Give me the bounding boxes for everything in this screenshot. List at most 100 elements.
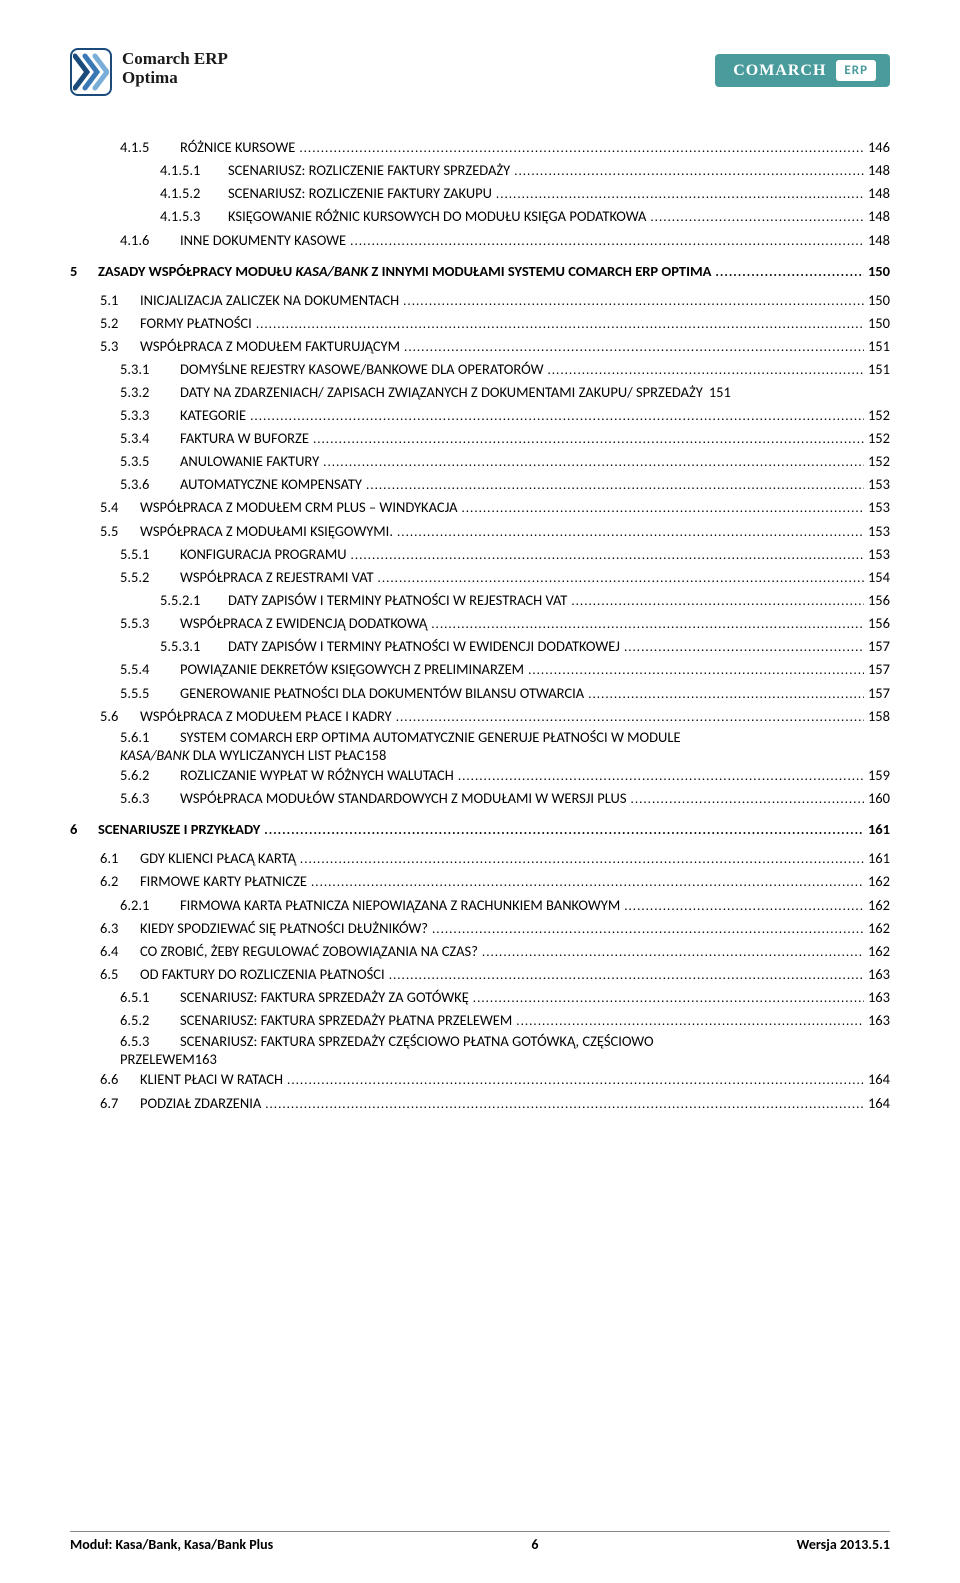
toc-number: 5.5.2.1: [160, 589, 228, 611]
toc-number: 6.2: [100, 870, 140, 892]
toc-entry[interactable]: 5.5.5GENEROWANIE PŁATNOŚCI DLA DOKUMENTÓ…: [120, 682, 890, 705]
toc-entry[interactable]: 6.2.1FIRMOWA KARTA PŁATNICZA NIEPOWIĄZAN…: [120, 894, 890, 917]
toc-page: 148: [868, 182, 890, 204]
toc-page: 162: [868, 870, 890, 892]
toc-entry[interactable]: 6.2FIRMOWE KARTY PŁATNICZE162: [100, 870, 890, 893]
toc-entry[interactable]: 5.4WSPÓŁPRACA Z MODUŁEM CRM PLUS – WINDY…: [100, 496, 890, 519]
toc-entry[interactable]: 5.6.2ROZLICZANIE WYPŁAT W RÓŻNYCH WALUTA…: [120, 764, 890, 787]
toc-label: ROZLICZANIE WYPŁAT W RÓŻNYCH WALUTACH: [180, 764, 454, 786]
toc-label: KATEGORIE: [180, 404, 246, 426]
toc-number: 5.2: [100, 312, 140, 334]
toc-entry[interactable]: 5.2FORMY PŁATNOŚCI150: [100, 312, 890, 335]
toc-dots: [715, 260, 864, 283]
toc-number: 6: [70, 818, 98, 840]
toc-number: 5.5.2: [120, 566, 180, 588]
toc-entry[interactable]: 4.1.5RÓŻNICE KURSOWE146: [120, 136, 890, 159]
toc-label: DATY ZAPISÓW I TERMINY PŁATNOŚCI W EWIDE…: [228, 635, 620, 657]
toc-entry[interactable]: 6SCENARIUSZE I PRZYKŁADY161: [70, 818, 890, 841]
toc-entry[interactable]: 5ZASADY WSPÓŁPRACY MODUŁU KASA/BANK Z IN…: [70, 260, 890, 283]
toc-entry[interactable]: 5.6WSPÓŁPRACA Z MODUŁEM PŁACE I KADRY158: [100, 705, 890, 728]
toc-dots: [624, 894, 864, 917]
toc-page: 164: [868, 1092, 890, 1114]
toc-number: 5.6.2: [120, 764, 180, 786]
toc-entry[interactable]: 6.4CO ZROBIĆ, ŻEBY REGULOWAĆ ZOBOWIĄZANI…: [100, 940, 890, 963]
toc-dots: [650, 205, 864, 228]
toc-entry[interactable]: 5.3.3KATEGORIE152: [120, 404, 890, 427]
toc-page: 162: [868, 894, 890, 916]
toc-page: 157: [868, 635, 890, 657]
toc-dots: [366, 473, 864, 496]
toc-number: 4.1.5.2: [160, 182, 228, 204]
toc-page: 150: [868, 312, 890, 334]
toc-label: FAKTURA W BUFORZE: [180, 427, 309, 449]
toc-dots: [311, 870, 864, 893]
toc-dots: [496, 182, 864, 205]
toc-label: PRZELEWEM: [120, 1050, 195, 1068]
toc-page: 163: [868, 963, 890, 985]
toc-label: FIRMOWA KARTA PŁATNICZA NIEPOWIĄZANA Z R…: [180, 894, 620, 916]
toc-number: 4.1.6: [120, 229, 180, 251]
toc-dots: [571, 589, 864, 612]
toc-entry[interactable]: 5.5.3WSPÓŁPRACA Z EWIDENCJĄ DODATKOWĄ156: [120, 612, 890, 635]
chevron-logo-icon: [70, 48, 112, 96]
toc-label: DATY ZAPISÓW I TERMINY PŁATNOŚCI W REJES…: [228, 589, 567, 611]
toc-page: 163: [868, 986, 890, 1008]
toc-entry[interactable]: 6.7PODZIAŁ ZDARZENIA164: [100, 1092, 890, 1115]
toc-entry[interactable]: 5.3.4FAKTURA W BUFORZE152: [120, 427, 890, 450]
footer: Moduł: Kasa/Bank, Kasa/Bank Plus 6 Wersj…: [70, 1531, 890, 1553]
toc-entry[interactable]: 5.5.3.1DATY ZAPISÓW I TERMINY PŁATNOŚCI …: [160, 635, 890, 658]
toc-entry[interactable]: 5.3WSPÓŁPRACA Z MODUŁEM FAKTURUJĄCYM151: [100, 335, 890, 358]
toc-entry[interactable]: 6.5.3SCENARIUSZ: FAKTURA SPRZEDAŻY CZĘŚC…: [120, 1032, 890, 1068]
toc-page: 146: [868, 136, 890, 158]
toc-number: 6.5.1: [120, 986, 180, 1008]
toc-entry[interactable]: 5.5.2WSPÓŁPRACA Z REJESTRAMI VAT154: [120, 566, 890, 589]
toc-entry[interactable]: 5.3.6AUTOMATYCZNE KOMPENSATY153: [120, 473, 890, 496]
toc-page: 148: [868, 229, 890, 251]
toc-label: WSPÓŁPRACA Z MODUŁEM FAKTURUJĄCYM: [140, 335, 400, 357]
toc-entry[interactable]: 6.5.2SCENARIUSZ: FAKTURA SPRZEDAŻY PŁATN…: [120, 1009, 890, 1032]
toc-page: 154: [868, 566, 890, 588]
toc-entry[interactable]: 6.3KIEDY SPODZIEWAĆ SIĘ PŁATNOŚCI DŁUŻNI…: [100, 917, 890, 940]
toc-number: 5.3.1: [120, 358, 180, 380]
toc-number: 6.5.3: [120, 1032, 180, 1050]
toc-entry[interactable]: 6.1GDY KLIENCI PŁACĄ KARTĄ161: [100, 847, 890, 870]
toc-page: 150: [868, 289, 890, 311]
toc-page: 162: [868, 917, 890, 939]
toc-page: 152: [868, 450, 890, 472]
toc-label: GENEROWANIE PŁATNOŚCI DLA DOKUMENTÓW BIL…: [180, 682, 584, 704]
toc-entry[interactable]: 5.5.1KONFIGURACJA PROGRAMU153: [120, 543, 890, 566]
brand-erp: ERP: [836, 60, 876, 81]
logo-text: Comarch ERP Optima: [122, 48, 228, 87]
toc-dots: [299, 136, 864, 159]
toc-entry[interactable]: 4.1.5.2SCENARIUSZ: ROZLICZENIE FAKTURY Z…: [160, 182, 890, 205]
toc-number: 5.5.1: [120, 543, 180, 565]
product-name-line2: Optima: [122, 69, 228, 88]
toc-label: KIEDY SPODZIEWAĆ SIĘ PŁATNOŚCI DŁUŻNIKÓW…: [140, 917, 428, 939]
toc-entry[interactable]: 6.5.1SCENARIUSZ: FAKTURA SPRZEDAŻY ZA GO…: [120, 986, 890, 1009]
toc-entry[interactable]: 5.6.1SYSTEM COMARCH ERP OPTIMA AUTOMATYC…: [120, 728, 890, 764]
toc-entry[interactable]: 5.3.1DOMYŚLNE REJESTRY KASOWE/BANKOWE DL…: [120, 358, 890, 381]
toc-entry[interactable]: 5.6.3WSPÓŁPRACA MODUŁÓW STANDARDOWYCH Z …: [120, 787, 890, 810]
toc-page: 157: [868, 682, 890, 704]
toc-number: 5.5.5: [120, 682, 180, 704]
toc-entry[interactable]: 6.6KLIENT PŁACI W RATACH164: [100, 1068, 890, 1091]
toc-entry[interactable]: 5.3.5ANULOWANIE FAKTURY152: [120, 450, 890, 473]
toc-entry[interactable]: 5.5WSPÓŁPRACA Z MODUŁAMI KSIĘGOWYMI.153: [100, 520, 890, 543]
toc-entry[interactable]: 6.5OD FAKTURY DO ROZLICZENIA PŁATNOŚCI16…: [100, 963, 890, 986]
toc-dots: [397, 520, 864, 543]
toc-label: SCENARIUSZ: ROZLICZENIE FAKTURY ZAKUPU: [228, 182, 492, 204]
toc-dots: [547, 358, 863, 381]
toc-entry[interactable]: 4.1.5.1SCENARIUSZ: ROZLICZENIE FAKTURY S…: [160, 159, 890, 182]
toc-dots: [300, 847, 864, 870]
toc-dots: [378, 566, 864, 589]
toc-entry[interactable]: 4.1.5.3KSIĘGOWANIE RÓŻNIC KURSOWYCH DO M…: [160, 205, 890, 228]
toc-page: 163: [195, 1050, 217, 1068]
toc-entry[interactable]: 4.1.6INNE DOKUMENTY KASOWE148: [120, 229, 890, 252]
toc-entry[interactable]: 5.3.2DATY NA ZDARZENIACH/ ZAPISACH ZWIĄZ…: [120, 381, 890, 403]
logo-right-badge: COMARCH ERP: [715, 54, 890, 87]
toc-entry[interactable]: 5.5.2.1DATY ZAPISÓW I TERMINY PŁATNOŚCI …: [160, 589, 890, 612]
toc-entry[interactable]: 5.5.4POWIĄZANIE DEKRETÓW KSIĘGOWYCH Z PR…: [120, 658, 890, 681]
toc-entry[interactable]: 5.1INICJALIZACJA ZALICZEK NA DOKUMENTACH…: [100, 289, 890, 312]
toc-page: 148: [868, 159, 890, 181]
toc-number: 5.5.3.1: [160, 635, 228, 657]
